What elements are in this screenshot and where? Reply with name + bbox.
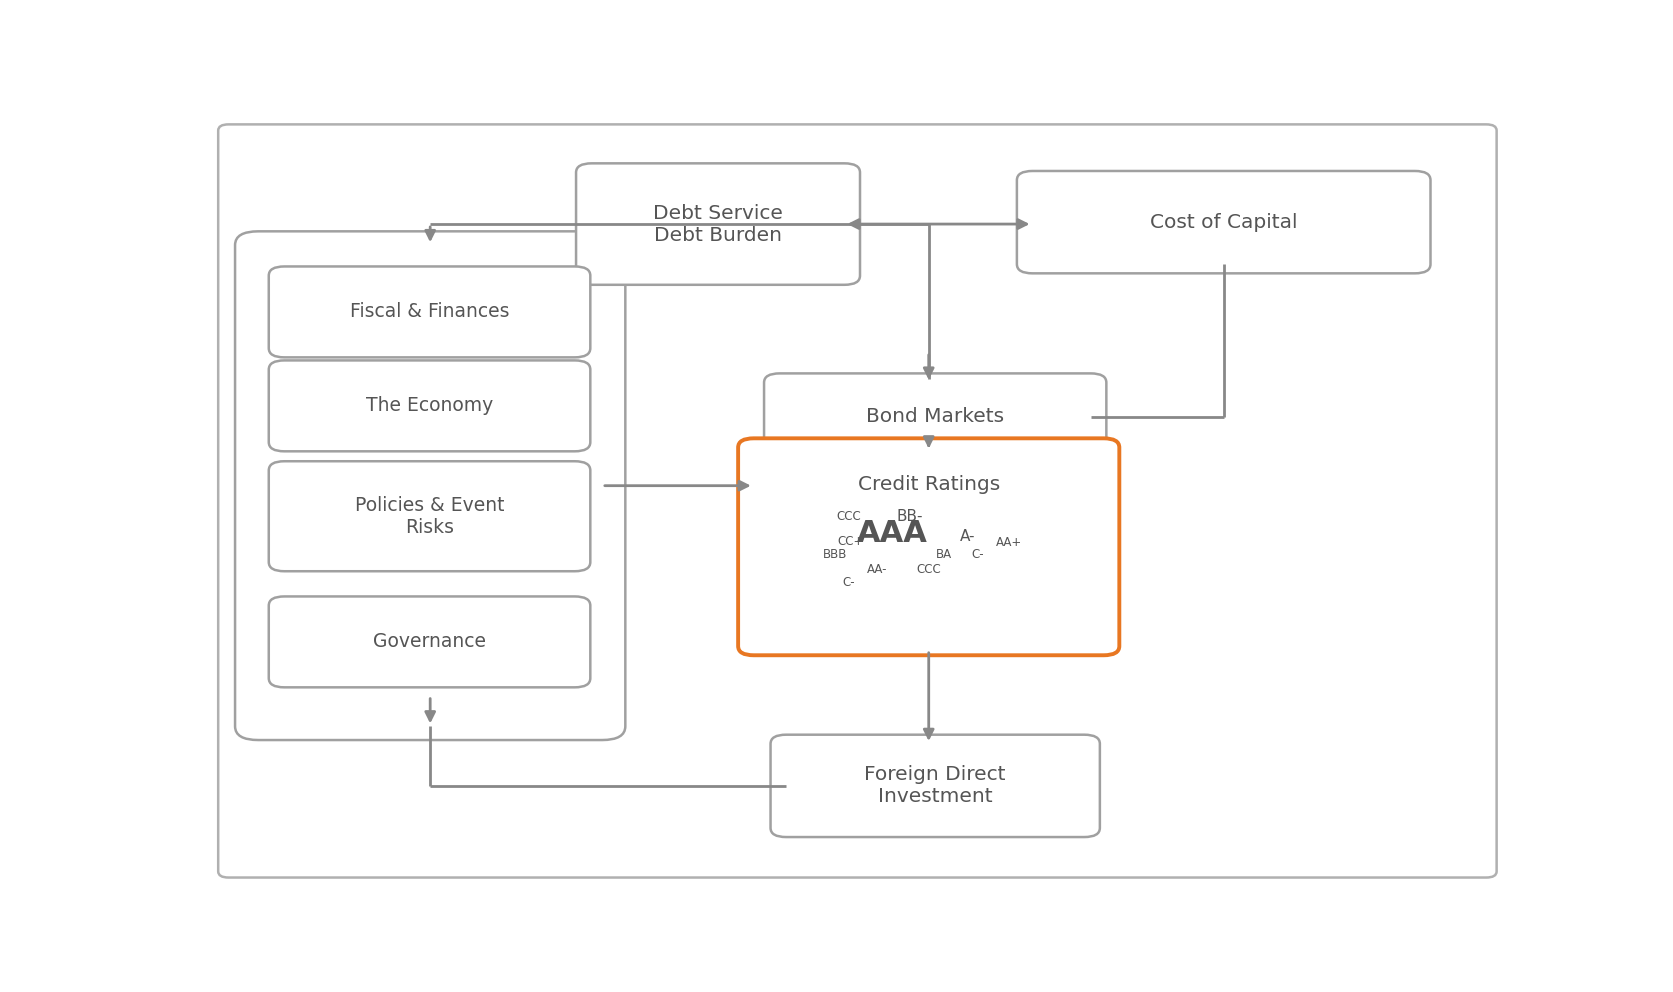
Text: Policies & Event
Risks: Policies & Event Risks (355, 496, 504, 537)
Text: CC+: CC+ (838, 535, 865, 548)
Text: BB-: BB- (897, 509, 922, 524)
FancyBboxPatch shape (1017, 171, 1430, 274)
FancyBboxPatch shape (765, 373, 1106, 460)
Text: Fiscal & Finances: Fiscal & Finances (350, 303, 509, 321)
Text: Credit Ratings: Credit Ratings (858, 474, 1000, 494)
Text: Debt Service
Debt Burden: Debt Service Debt Burden (652, 203, 783, 245)
FancyBboxPatch shape (234, 231, 626, 740)
FancyBboxPatch shape (771, 735, 1099, 837)
Text: Foreign Direct
Investment: Foreign Direct Investment (865, 766, 1005, 806)
Text: AA-: AA- (867, 563, 887, 576)
Text: Bond Markets: Bond Markets (867, 408, 1004, 427)
Text: CCC: CCC (836, 510, 860, 523)
Text: C-: C- (842, 576, 855, 589)
FancyBboxPatch shape (576, 164, 860, 285)
FancyBboxPatch shape (738, 438, 1119, 656)
Text: BA: BA (937, 548, 952, 560)
Text: Governance: Governance (373, 632, 487, 652)
Text: The Economy: The Economy (366, 397, 494, 416)
Text: A-: A- (960, 530, 975, 545)
Text: CCC: CCC (917, 563, 942, 576)
FancyBboxPatch shape (269, 267, 591, 357)
FancyBboxPatch shape (269, 596, 591, 687)
FancyBboxPatch shape (269, 461, 591, 571)
Text: BBB: BBB (823, 548, 848, 560)
Text: Cost of Capital: Cost of Capital (1149, 212, 1298, 232)
Text: AAA: AAA (857, 519, 929, 549)
FancyBboxPatch shape (269, 360, 591, 451)
Text: C-: C- (972, 548, 984, 560)
FancyBboxPatch shape (217, 124, 1497, 878)
Text: AA+: AA+ (995, 537, 1022, 550)
